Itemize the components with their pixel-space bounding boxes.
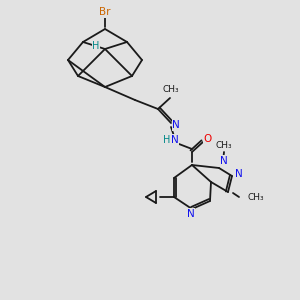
Text: CH₃: CH₃ [247,193,264,202]
Text: N: N [172,120,180,130]
Text: N: N [171,135,179,145]
Text: N: N [220,156,228,166]
Text: N: N [235,169,243,179]
Text: H: H [163,135,171,145]
Text: N: N [187,209,195,219]
Text: CH₃: CH₃ [163,85,179,94]
Text: Br: Br [99,7,111,17]
Text: O: O [204,134,212,144]
Text: H: H [92,41,100,51]
Text: CH₃: CH₃ [216,140,232,149]
